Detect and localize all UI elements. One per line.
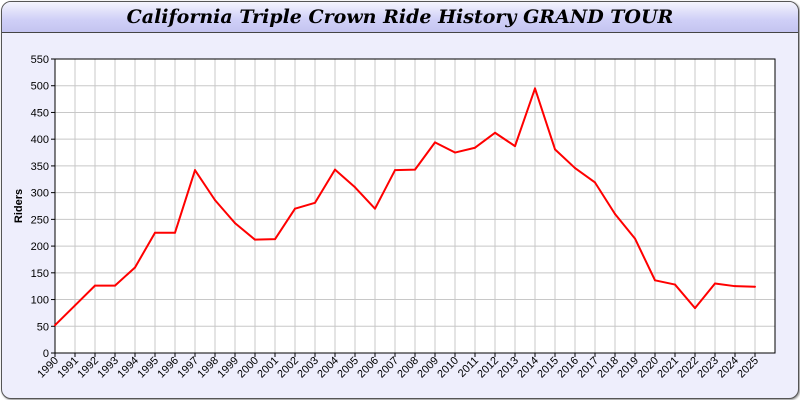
x-tick-label: 2016 bbox=[555, 355, 581, 381]
x-tick-label: 2005 bbox=[335, 355, 361, 381]
x-tick-label: 2010 bbox=[435, 355, 461, 381]
x-tick-label: 1990 bbox=[35, 355, 61, 381]
x-tick-label: 2006 bbox=[355, 355, 381, 381]
data-point-2010 bbox=[454, 151, 456, 154]
x-tick-label: 2013 bbox=[495, 355, 521, 381]
x-tick-label: 2017 bbox=[575, 355, 601, 381]
x-tick-label: 2015 bbox=[535, 355, 561, 381]
y-tick-label: 100 bbox=[31, 295, 49, 307]
data-point-2019 bbox=[634, 237, 636, 240]
x-tick-label: 2025 bbox=[735, 355, 761, 381]
y-tick-label: 200 bbox=[31, 241, 49, 253]
data-point-2002 bbox=[294, 207, 296, 210]
chart-title: California Triple Crown Ride History GRA… bbox=[126, 6, 674, 28]
data-point-1999 bbox=[234, 222, 236, 225]
y-tick-label: 400 bbox=[31, 134, 49, 146]
data-point-2020 bbox=[654, 279, 656, 282]
x-tick-label: 2008 bbox=[395, 355, 421, 381]
data-point-2014 bbox=[534, 87, 536, 90]
x-tick-label: 2024 bbox=[715, 355, 741, 381]
data-point-2011 bbox=[474, 146, 476, 149]
data-point-2017 bbox=[594, 181, 596, 184]
data-point-2023 bbox=[714, 282, 716, 285]
x-tick-label: 1995 bbox=[135, 355, 161, 381]
x-tick-label: 1991 bbox=[55, 355, 81, 381]
x-tick-label: 2023 bbox=[695, 355, 721, 381]
riders-line bbox=[54, 87, 756, 326]
data-point-2018 bbox=[614, 213, 616, 216]
y-tick-label: 250 bbox=[31, 214, 49, 226]
data-point-2015 bbox=[554, 148, 556, 151]
x-tick-label: 1998 bbox=[195, 355, 221, 381]
x-tick-label: 2000 bbox=[235, 355, 261, 381]
y-tick-label: 550 bbox=[31, 54, 49, 66]
y-tick-label: 300 bbox=[31, 188, 49, 200]
y-tick-label: 150 bbox=[31, 268, 49, 280]
y-tick-label: 0 bbox=[43, 348, 49, 360]
data-point-2005 bbox=[354, 186, 356, 189]
data-point-1992 bbox=[94, 284, 96, 287]
data-point-2004 bbox=[334, 168, 336, 171]
x-tick-label: 2009 bbox=[415, 355, 441, 381]
y-axis-label: Riders bbox=[13, 189, 25, 223]
x-tick-label: 2020 bbox=[635, 355, 661, 381]
y-tick-label: 350 bbox=[31, 161, 49, 173]
data-point-2024 bbox=[734, 285, 736, 288]
data-point-2025 bbox=[754, 285, 756, 288]
data-point-2013 bbox=[514, 145, 516, 148]
data-point-1990 bbox=[54, 324, 56, 327]
data-point-2009 bbox=[434, 141, 436, 144]
x-tick-label: 2007 bbox=[375, 355, 401, 381]
data-point-2006 bbox=[374, 207, 376, 210]
x-tick-label: 2021 bbox=[655, 355, 681, 381]
x-tick-label: 2002 bbox=[275, 355, 301, 381]
data-point-1998 bbox=[214, 199, 216, 202]
x-tick-label: 2019 bbox=[615, 355, 641, 381]
x-tick-label: 1997 bbox=[175, 355, 201, 381]
x-tick-label: 2022 bbox=[675, 355, 701, 381]
data-point-1996 bbox=[174, 231, 176, 234]
x-tick-label: 1992 bbox=[75, 355, 101, 381]
x-tick-label: 1999 bbox=[215, 355, 241, 381]
x-tick-label: 2003 bbox=[295, 355, 321, 381]
data-point-2008 bbox=[414, 168, 416, 171]
data-point-1997 bbox=[194, 169, 196, 172]
x-tick-label: 1993 bbox=[95, 355, 121, 381]
data-point-2001 bbox=[274, 238, 276, 241]
y-tick-label: 500 bbox=[31, 81, 49, 93]
data-point-2003 bbox=[314, 201, 316, 204]
data-point-1993 bbox=[114, 284, 116, 287]
x-tick-label: 1996 bbox=[155, 355, 181, 381]
data-point-2016 bbox=[574, 167, 576, 170]
y-tick-label: 450 bbox=[31, 107, 49, 119]
data-point-2012 bbox=[494, 131, 496, 134]
y-tick-label: 50 bbox=[37, 321, 49, 333]
chart-header: California Triple Crown Ride History GRA… bbox=[2, 2, 798, 33]
x-tick-label: 2018 bbox=[595, 355, 621, 381]
x-tick-label: 2014 bbox=[515, 355, 541, 381]
data-point-2000 bbox=[254, 238, 256, 241]
x-tick-label: 2001 bbox=[255, 355, 281, 381]
data-point-2007 bbox=[394, 169, 396, 172]
data-point-1994 bbox=[134, 266, 136, 269]
data-point-2022 bbox=[694, 307, 696, 310]
data-point-2021 bbox=[674, 283, 676, 286]
x-tick-label: 1994 bbox=[115, 355, 141, 381]
data-point-1991 bbox=[74, 304, 76, 307]
data-point-1995 bbox=[154, 231, 156, 234]
x-tick-label: 2011 bbox=[456, 355, 481, 380]
x-tick-label: 2004 bbox=[315, 355, 341, 381]
x-tick-label: 2012 bbox=[475, 355, 501, 381]
